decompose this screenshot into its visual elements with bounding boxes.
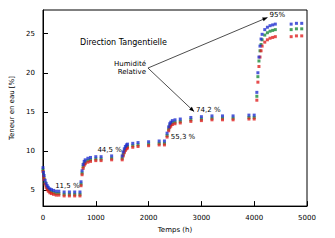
svg-text:5000: 5000 [298, 214, 316, 222]
svg-text:Relative: Relative [118, 68, 146, 76]
svg-text:Temps (h): Temps (h) [157, 226, 193, 234]
svg-text:74,2 %: 74,2 % [196, 106, 221, 114]
svg-text:55,3 %: 55,3 % [171, 133, 196, 141]
svg-text:1000: 1000 [87, 214, 105, 222]
svg-text:44,5 %: 44,5 % [97, 146, 122, 154]
svg-text:95%: 95% [270, 11, 286, 19]
svg-text:11,5 %: 11,5 % [55, 182, 80, 190]
svg-text:4000: 4000 [245, 214, 263, 222]
svg-text:Direction Tangentielle: Direction Tangentielle [80, 38, 167, 47]
svg-text:10: 10 [26, 147, 35, 155]
svg-text:2000: 2000 [140, 214, 158, 222]
svg-text:Humidité: Humidité [114, 60, 146, 68]
svg-text:Teneur en eau [%]: Teneur en eau [%] [8, 76, 16, 141]
svg-text:5: 5 [31, 186, 35, 194]
svg-text:3000: 3000 [192, 214, 210, 222]
svg-text:15: 15 [26, 108, 35, 116]
svg-text:20: 20 [26, 69, 35, 77]
svg-text:25: 25 [26, 30, 35, 38]
svg-text:0: 0 [41, 214, 45, 222]
